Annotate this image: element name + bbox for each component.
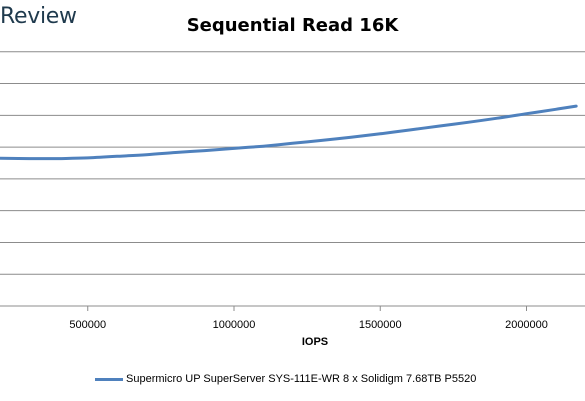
brand-logo-text: Review [0, 4, 77, 29]
legend: Supermicro UP SuperServer SYS-111E-WR 8 … [95, 373, 476, 385]
x-axis-label: IOPS [301, 336, 329, 348]
series-line [0, 104, 578, 161]
chart-title: Sequential Read 16K [186, 15, 399, 36]
legend-swatch [95, 377, 123, 381]
legend-label: Supermicro UP SuperServer SYS-111E-WR 8 … [126, 373, 477, 385]
x-tick-label: 1000000 [213, 319, 256, 331]
x-tick-label: 1500000 [359, 319, 402, 331]
x-tick-label: 500000 [69, 319, 106, 331]
x-tick-label: 2000000 [505, 319, 548, 331]
